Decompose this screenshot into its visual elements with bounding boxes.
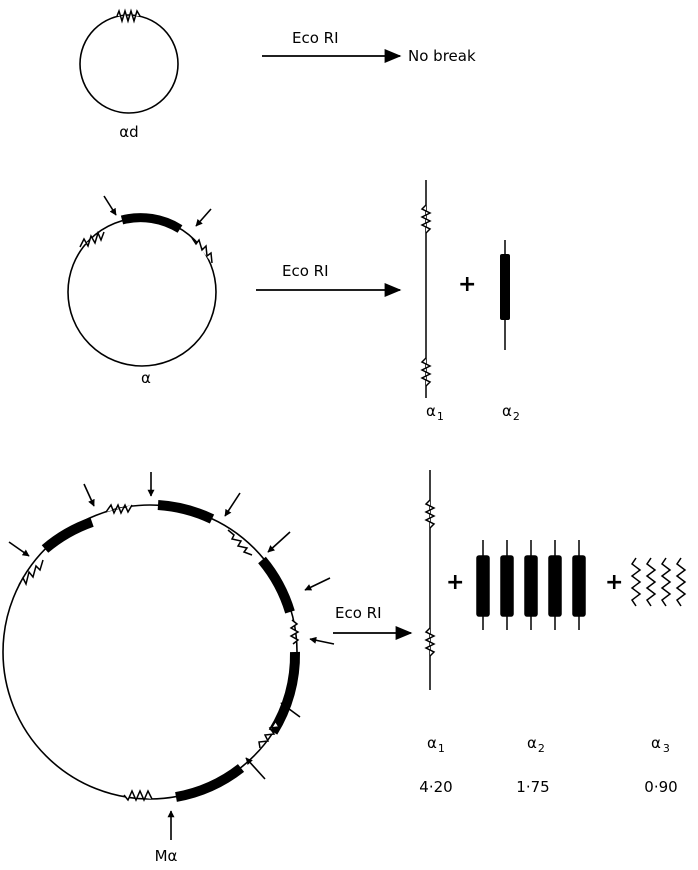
- ecori-arrow-3-label: Eco RI: [335, 604, 382, 622]
- fragment-a1-size: 4·20: [419, 778, 452, 796]
- plasmid-a-zigzag-left: [79, 230, 105, 248]
- fragment-a2-group: [476, 540, 586, 630]
- no-break-label: No break: [408, 47, 476, 65]
- plasmid-ad-label: αd: [119, 123, 138, 141]
- plasmid-ma-cut-arrows: [8, 472, 335, 840]
- plus-sign: +: [458, 272, 476, 297]
- fragment-a2: [500, 240, 510, 350]
- panel-1: αd Eco RI No break: [79, 8, 476, 141]
- fragment-a2-label: α2: [502, 402, 520, 423]
- plasmid-a-insert-block: [120, 213, 183, 233]
- fragment-a3-size: 0·90: [644, 778, 677, 796]
- plasmid-a-label: α: [141, 369, 151, 387]
- fragment-a1-label: α1: [426, 402, 444, 423]
- plasmid-ad-circle: [79, 14, 179, 114]
- plasmid-ma-zigzags: [18, 503, 300, 802]
- ecori-arrow-1-label: Eco RI: [292, 29, 339, 47]
- cut-arrow-left: [103, 195, 117, 216]
- fragment-a1: [424, 470, 436, 690]
- plasmid-ad-insert-zigzag: [116, 8, 141, 24]
- plus-sign-1: +: [446, 570, 464, 595]
- plasmid-a-zigzag-right: [191, 237, 213, 264]
- plus-sign-2: +: [605, 570, 623, 595]
- plasmid-ma-label: Mα: [155, 847, 178, 865]
- fragment-a1: [420, 180, 432, 398]
- fragment-a1-label: α1: [427, 734, 445, 755]
- panel-3: Mα Eco RI + +: [2, 470, 687, 865]
- cut-arrow-right: [195, 208, 212, 227]
- fragment-a2-size: 1·75: [516, 778, 549, 796]
- fragment-a2-label: α2: [527, 734, 545, 755]
- fragment-a3-group: [630, 557, 687, 607]
- panel-2: α Eco RI + α1 α2: [67, 180, 520, 423]
- ecori-arrow-2-label: Eco RI: [282, 262, 329, 280]
- plasmid-ma-insert-blocks: [41, 500, 301, 802]
